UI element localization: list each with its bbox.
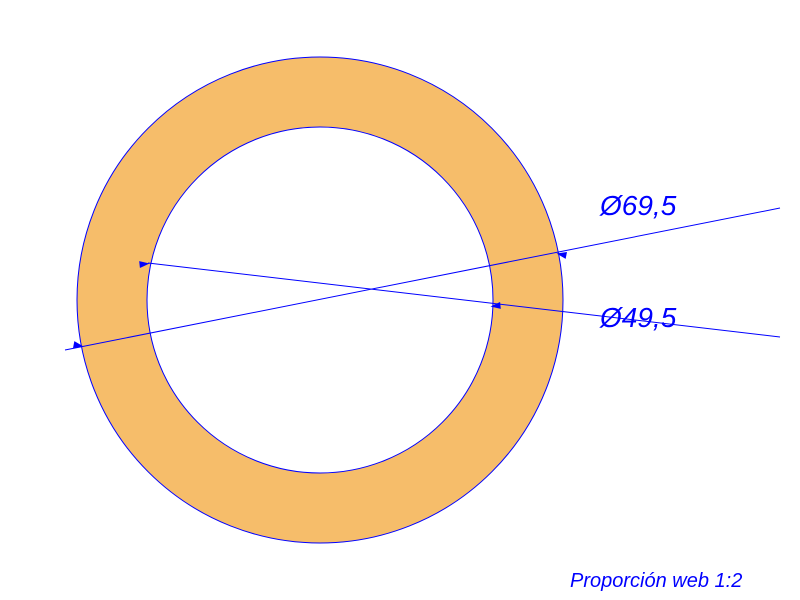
inner-dim-label: Ø49,5	[599, 302, 677, 333]
outer-dim-label: Ø69,5	[599, 190, 677, 221]
diagram-svg: Ø69,5 Ø49,5	[0, 0, 800, 600]
diagram-canvas: Ø69,5 Ø49,5 Proporción web 1:2	[0, 0, 800, 600]
inner-circle	[147, 127, 493, 473]
footer-text: Proporción web 1:2	[570, 570, 742, 593]
